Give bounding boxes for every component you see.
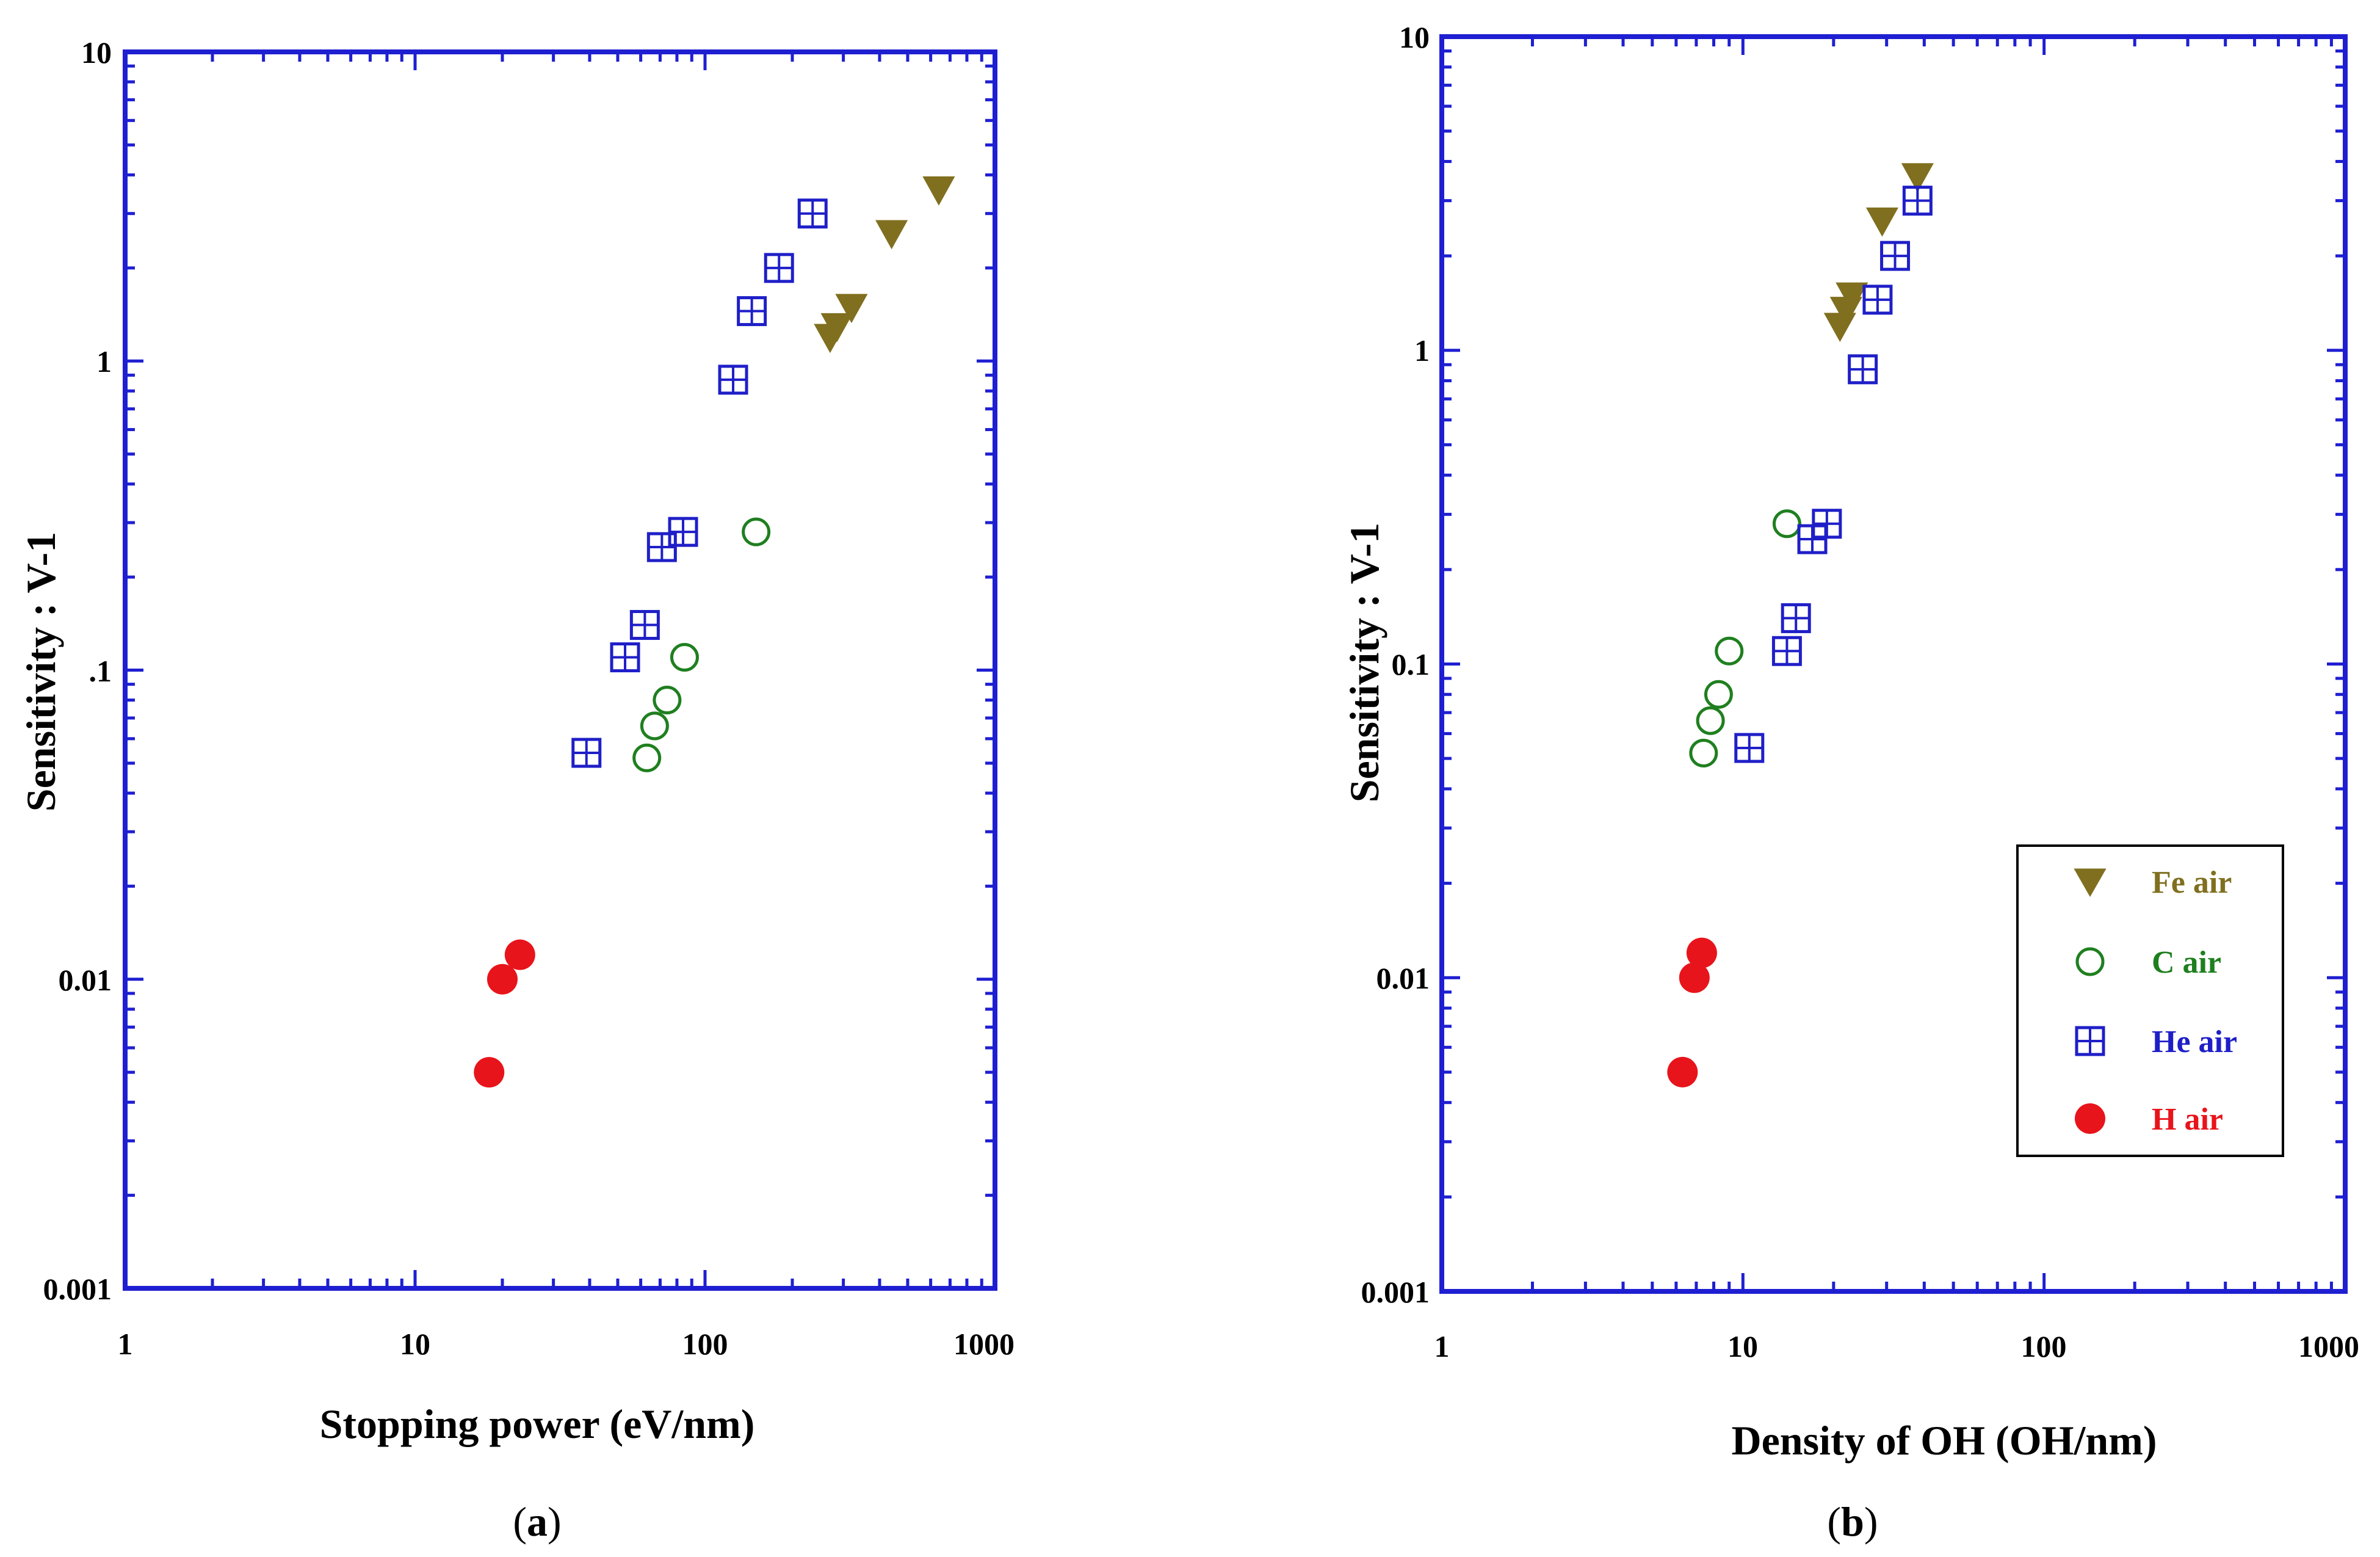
y-axis-title: Sensitivity : V-1 [1341,523,1387,802]
data-point-he [1862,285,1893,315]
data-point-fe [1865,207,1898,237]
x-tick-label: 100 [682,1327,728,1361]
y-tick-label: 1 [96,344,112,379]
data-points-b [1667,163,1934,1087]
data-point-he [610,642,640,673]
x-tick-label: 10 [1727,1329,1758,1363]
y-tick-label: 10 [81,35,112,70]
y-tick-label: 10 [1399,20,1430,54]
panel-b: 1 10 100 1000 0.001 0.01 0.1 1 10 Densit… [1341,20,2359,1545]
data-point-fe [875,220,908,250]
x-tick-label: 1 [1434,1329,1450,1363]
y-axis-title: Sensitivity : V-1 [18,532,64,811]
data-point-he [797,198,828,229]
data-point-he [1771,636,1802,666]
data-point-he [718,365,748,395]
data-point-he [1734,733,1765,763]
data-point-c [1715,636,1744,666]
legend: Fe air C air He air H air [2016,844,2284,1157]
data-point-he [571,738,602,768]
data-point-he [1781,603,1811,633]
legend-marker-c [2075,947,2105,976]
x-axis-title: Stopping power (eV/nm) [320,1401,755,1447]
x-tick-label: 100 [2021,1329,2067,1363]
plot-frame-a [123,49,997,1291]
x-axis-title: Density of OH (OH/nm) [1732,1417,2157,1464]
data-point-fe [1901,163,1934,193]
data-point-h [504,939,535,970]
legend-box [2016,844,2284,1157]
data-point-c [1689,738,1718,768]
data-point-he [646,532,677,562]
data-point-h [1667,1056,1698,1087]
data-point-fe [820,313,853,343]
y-tick-label: 0.01 [59,963,112,997]
data-point-he [737,296,767,327]
legend-entry: He air [2075,1025,2237,1059]
y-tick-label: 0.001 [43,1272,112,1306]
data-point-c [1772,509,1801,539]
data-point-fe [922,176,955,206]
data-point-he [1902,186,1933,216]
data-point-h [1686,937,1717,968]
data-point-he [764,253,794,283]
x-tick-label: 1000 [2298,1329,2359,1363]
data-point-h [486,964,518,995]
data-point-fe [835,294,868,324]
data-point-c [670,643,699,672]
y-tick-label: 1 [1414,333,1430,368]
tick-marks-a [125,52,995,1288]
data-point-he [1880,241,1911,271]
legend-label: C air [2152,945,2221,980]
panel-caption-a: (a) [513,1498,561,1545]
panel-caption-b: (b) [1827,1498,1878,1545]
x-tick-label: 1000 [953,1327,1015,1361]
data-point-c [742,517,771,546]
data-point-fe [1836,282,1868,312]
y-tick-label: 0.1 [1392,647,1430,681]
data-point-c [653,686,682,715]
legend-entry: H air [2075,1102,2223,1137]
y-tick-label: 0.01 [1376,961,1430,995]
x-tick-label: 10 [400,1327,430,1361]
data-point-c [640,711,669,741]
legend-entry: Fe air [2074,865,2232,900]
data-point-c [1704,680,1733,709]
data-point-he [1848,354,1878,385]
legend-label: Fe air [2152,865,2232,900]
data-point-c [1696,706,1725,735]
data-point-he [1812,509,1842,539]
data-points-a [474,176,955,1088]
data-point-he [629,610,660,641]
data-point-h [474,1057,505,1088]
legend-marker-h [2075,1103,2105,1134]
data-point-c [632,743,662,772]
legend-label: He air [2152,1025,2237,1059]
tick-marks-b [1442,37,2345,1291]
panel-a: 1 10 100 1000 0.001 0.01 .1 1 10 Stoppin… [18,35,1015,1545]
data-point-h [1679,962,1710,993]
data-point-he [668,517,698,547]
x-tick-label: 1 [118,1327,133,1361]
legend-label: H air [2152,1102,2223,1137]
legend-entry: C air [2075,945,2221,980]
legend-marker-fe [2074,868,2107,898]
y-tick-label: 0.001 [1361,1275,1430,1309]
y-tick-label: .1 [89,654,112,688]
